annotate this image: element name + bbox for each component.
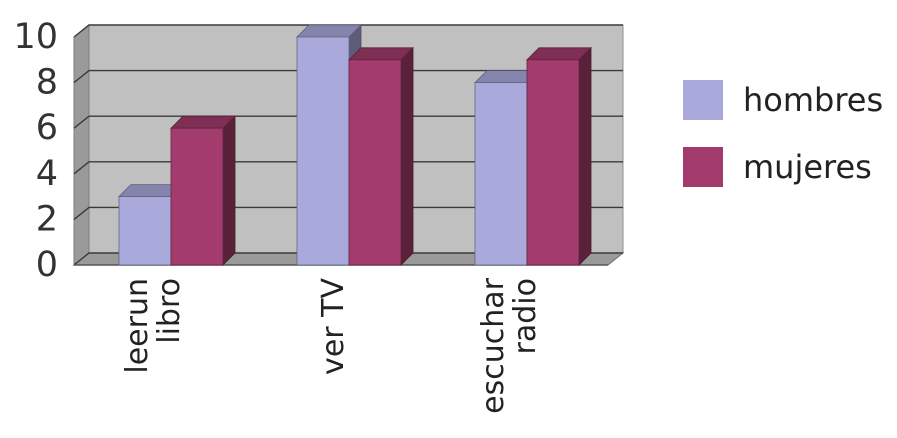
bar-side xyxy=(578,46,592,266)
bar xyxy=(118,196,172,266)
bar-side xyxy=(400,46,414,266)
y-tick-label: 6 xyxy=(36,108,58,148)
legend-label: mujeres xyxy=(743,148,872,186)
bar xyxy=(296,36,350,266)
x-tick-label: leerun xyxy=(120,278,155,374)
bar xyxy=(526,59,580,266)
legend-swatch xyxy=(683,147,723,187)
bar xyxy=(348,59,402,266)
gridline xyxy=(73,161,623,175)
y-tick-label: 0 xyxy=(36,245,58,285)
x-tick-label: ver TV xyxy=(316,278,351,375)
gridline xyxy=(73,69,623,84)
legend-label: hombres xyxy=(743,81,883,119)
legend-swatch xyxy=(683,80,723,120)
y-tick-label: 4 xyxy=(36,154,58,194)
gridline xyxy=(73,252,623,266)
bar xyxy=(474,82,528,266)
x-tick-label: escuchar xyxy=(476,277,511,413)
gridline xyxy=(73,115,623,129)
gridline xyxy=(73,24,623,38)
bar-side xyxy=(222,115,236,266)
y-tick-label: 2 xyxy=(36,199,58,239)
y-tick-label: 10 xyxy=(13,17,58,57)
gridline xyxy=(73,206,623,220)
x-tick-label: libro xyxy=(152,278,187,344)
y-tick-label: 8 xyxy=(36,63,58,103)
bar xyxy=(170,127,224,266)
x-tick-label: radio xyxy=(508,278,543,354)
side-wall xyxy=(73,23,90,267)
